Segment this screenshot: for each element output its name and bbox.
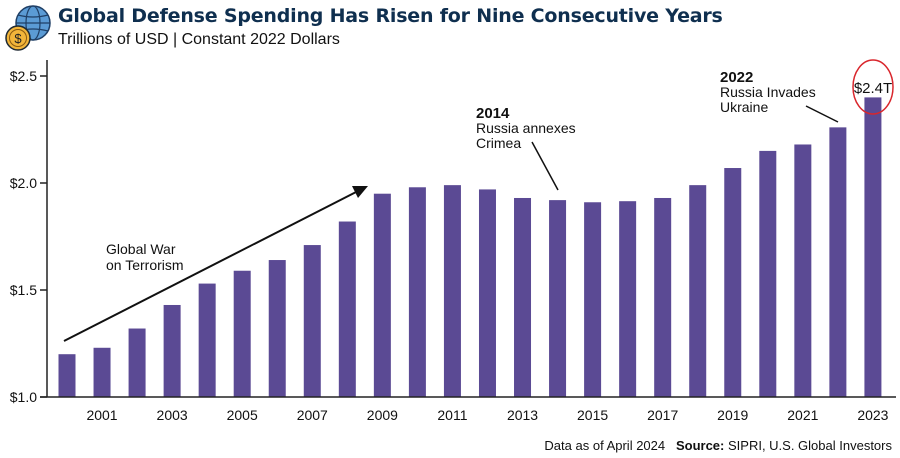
annotation-gwot-line1: Global War bbox=[106, 241, 176, 257]
x-tick-label: 2001 bbox=[86, 407, 117, 423]
bar-2000 bbox=[58, 354, 76, 397]
data-label-2023: $2.4T bbox=[854, 80, 892, 97]
y-tick-label: $1.5 bbox=[10, 282, 37, 298]
bar-2010 bbox=[408, 187, 426, 397]
trend-arrow bbox=[63, 189, 361, 342]
bar-2019 bbox=[724, 168, 742, 397]
bar-2017 bbox=[654, 197, 672, 397]
bar-2015 bbox=[584, 202, 602, 397]
bar-2006 bbox=[268, 260, 286, 397]
x-tick-label: 2013 bbox=[507, 407, 538, 423]
bar-2016 bbox=[619, 201, 637, 397]
x-tick-label: 2023 bbox=[857, 407, 888, 423]
bar-2009 bbox=[373, 193, 391, 397]
bar-2002 bbox=[128, 328, 146, 397]
bar-2022 bbox=[829, 127, 847, 398]
bar-2001 bbox=[93, 347, 111, 397]
highlight-circle bbox=[852, 59, 894, 115]
bar-2014 bbox=[549, 200, 567, 397]
bar-2020 bbox=[759, 150, 777, 397]
bar-2005 bbox=[233, 270, 251, 397]
arrow-head bbox=[352, 186, 368, 198]
source-text: SIPRI, U.S. Global Investors bbox=[724, 438, 892, 453]
annotation-2014-pointer bbox=[531, 141, 559, 191]
bar-2003 bbox=[163, 304, 181, 397]
bar-2013 bbox=[514, 197, 532, 397]
source-label: Source: bbox=[675, 438, 725, 453]
bar-2011 bbox=[443, 185, 461, 397]
annotation-gwot-line2: on Terrorism bbox=[106, 257, 184, 273]
bar-2018 bbox=[689, 185, 707, 397]
x-tick-label: 2007 bbox=[297, 407, 328, 423]
bar-2021 bbox=[794, 144, 812, 397]
bar-2008 bbox=[338, 221, 356, 397]
globe-dollar-icon: $ bbox=[5, 5, 51, 51]
x-tick-label: 2003 bbox=[157, 407, 188, 423]
bar-2007 bbox=[303, 245, 321, 397]
y-tick-label: $2.5 bbox=[10, 68, 37, 84]
x-tick-label: 2021 bbox=[787, 407, 818, 423]
chart-title: Global Defense Spending Has Risen for Ni… bbox=[58, 5, 723, 27]
x-tick-label: 2009 bbox=[367, 407, 398, 423]
footer: Data as of April 2024 Source: SIPRI, U.S… bbox=[544, 438, 892, 453]
annotation-2022-line1: Russia Invades bbox=[720, 84, 816, 100]
annotation-2014-line1: Russia annexes bbox=[476, 120, 576, 136]
y-tick-label: $1.0 bbox=[10, 389, 37, 405]
x-tick-label: 2015 bbox=[577, 407, 608, 423]
bar-2004 bbox=[198, 283, 216, 397]
x-tick-label: 2005 bbox=[227, 407, 258, 423]
svg-text:$: $ bbox=[14, 31, 22, 46]
chart-subtitle: Trillions of USD | Constant 2022 Dollars bbox=[58, 31, 340, 48]
annotations: Global War on Terrorism 2014 Russia anne… bbox=[63, 59, 894, 342]
bar-2012 bbox=[478, 189, 496, 397]
bar-2023 bbox=[864, 97, 882, 398]
annotation-2022-year: 2022 bbox=[720, 69, 753, 86]
x-tick-label: 2017 bbox=[647, 407, 678, 423]
annotation-2022-line2: Ukraine bbox=[720, 99, 768, 115]
annotation-2022-pointer bbox=[805, 105, 839, 123]
annotation-2014-line2: Crimea bbox=[476, 135, 521, 151]
x-tick-label: 2019 bbox=[717, 407, 748, 423]
x-tick-label: 2011 bbox=[437, 407, 467, 423]
annotation-2014-year: 2014 bbox=[476, 105, 510, 122]
y-tick-label: $2.0 bbox=[10, 175, 37, 191]
data-note: Data as of April 2024 bbox=[544, 438, 666, 453]
